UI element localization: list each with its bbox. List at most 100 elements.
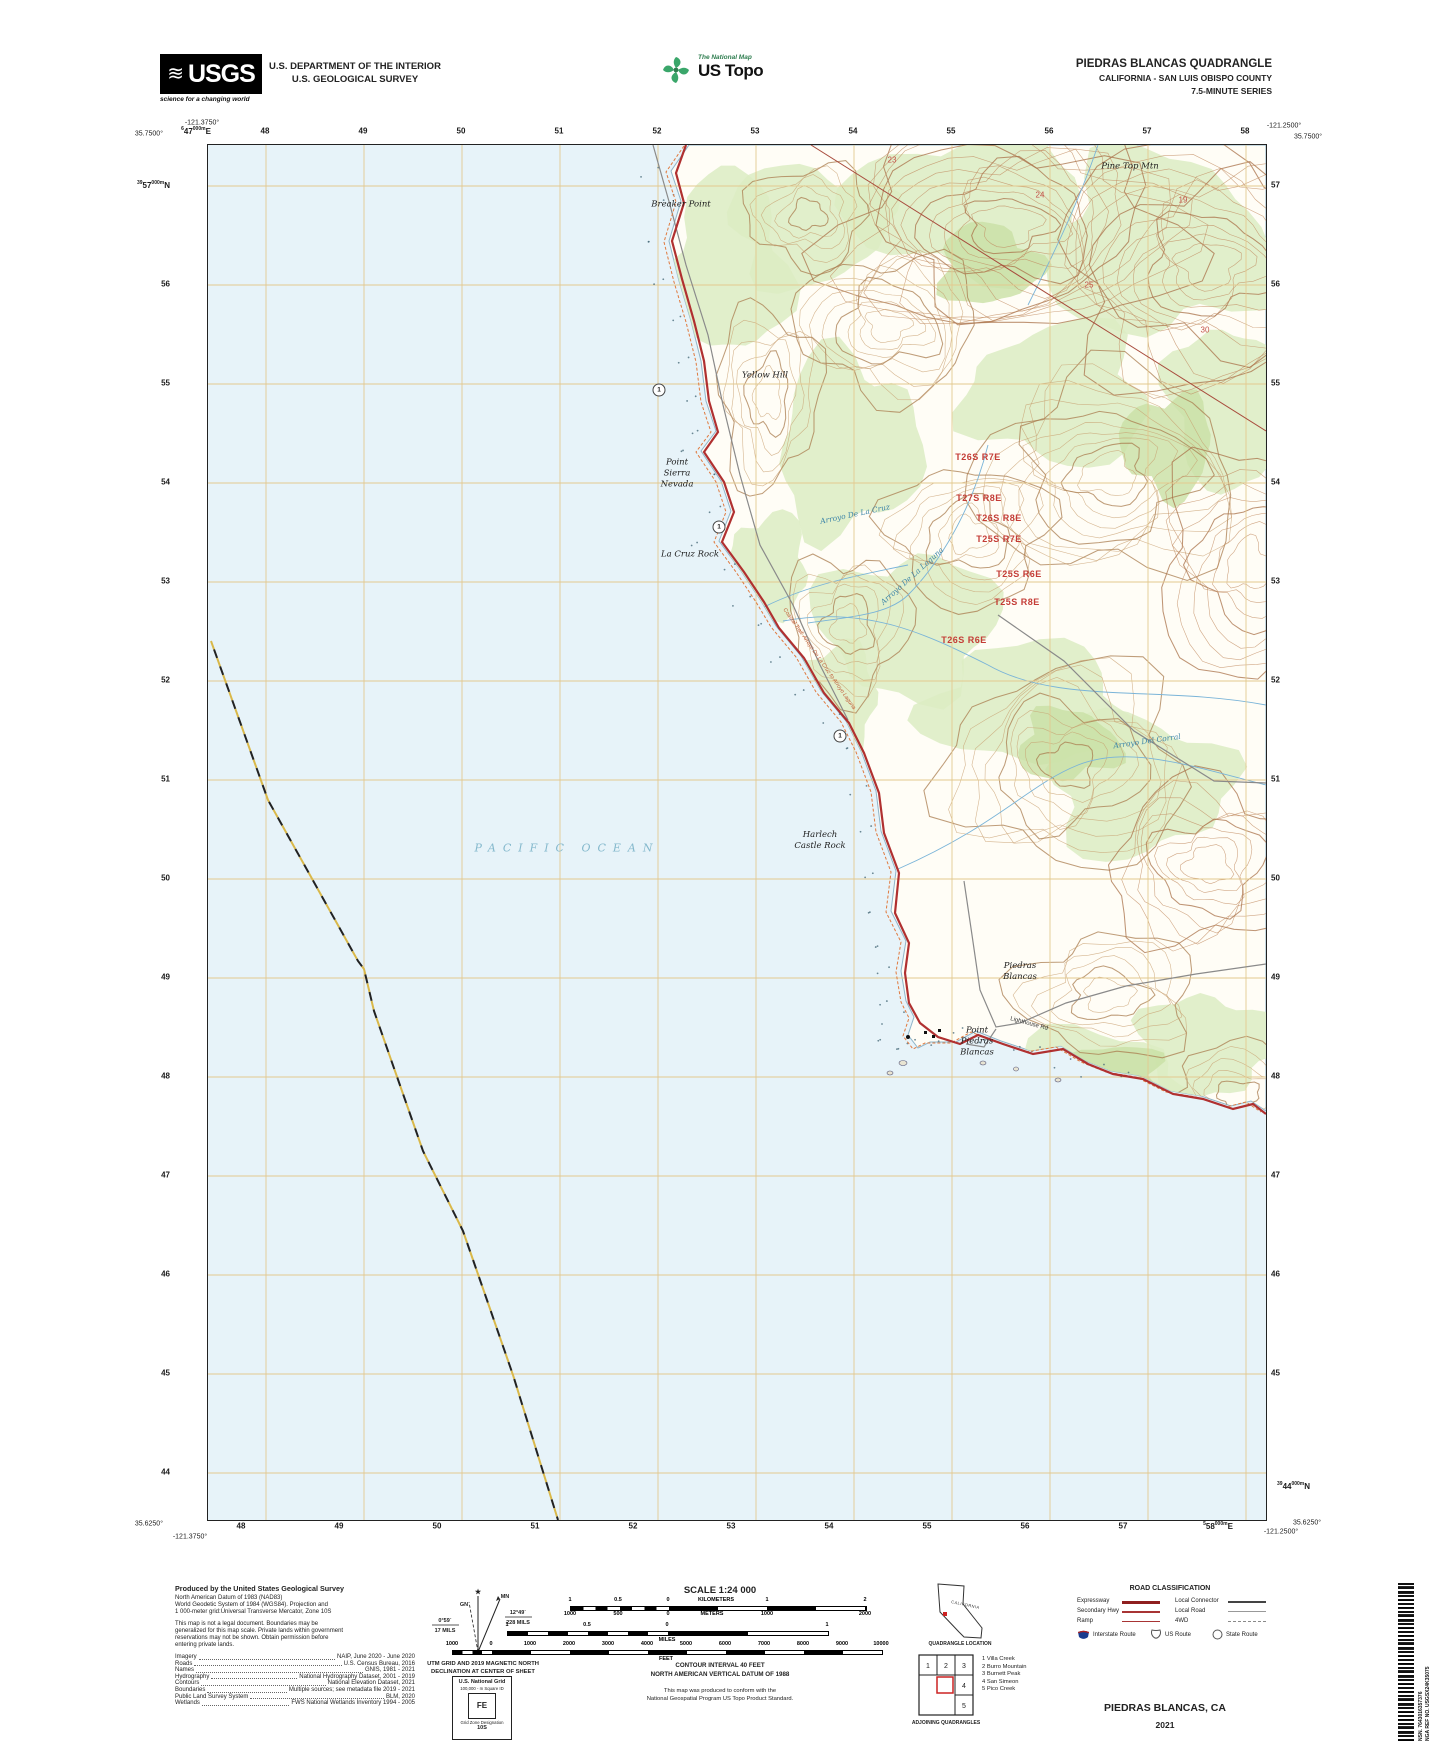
scale-label: MILES [658,1637,676,1643]
usng-zone-label: Grid Zone Designation [460,1720,504,1725]
grid-number: 49 [334,1521,344,1531]
grid-number: 51 [161,774,170,784]
sheet-name: PIEDRAS BLANCAS, CA [1104,1702,1226,1714]
us-route-shield-icon [1151,1629,1161,1639]
grid-number: 52 [652,126,662,136]
grid-number: 53 [750,126,760,136]
grid-number: 57 [1118,1521,1128,1531]
corner-lon-tl: -121.3750° [184,119,220,127]
usng-box: U.S. National Grid 100,000 - m Square ID… [452,1676,512,1740]
grid-number: 54 [824,1521,834,1531]
credit-row: Boundaries Multiple sources; see metadata… [175,1686,415,1693]
topo-map-graphic [208,145,1266,1520]
scale-label: 1 [825,1622,829,1628]
scale-label: 0 [665,1622,669,1628]
data-credits: Imagery NAIP, June 2020 - June 2020 Roads U… [175,1654,415,1707]
us-route-item: US Route [1150,1629,1191,1640]
scale-label: 7000 [757,1641,771,1647]
credit-row: Public Land Survey System BLM, 2020 [175,1693,415,1700]
grid-number: 49 [1271,972,1280,982]
declination-diagram: ★ GN MN 0°59´ 17 MILS 12°49´ 228 MILS [432,1588,532,1653]
road-legend-row: Expressway Local Connector [0,1597,1445,1607]
corner-lon-br: -121.2500° [1263,1528,1299,1536]
credit-row: Wetlands FWS National Wetlands Inventory … [175,1700,415,1707]
scale-label: 1000 [760,1611,774,1617]
grid-number: 54 [1271,477,1280,487]
credit-row: Hydrography National Hydrography Dataset,… [175,1673,415,1680]
grid-number: 46 [161,1269,170,1279]
grid-easting-first: 647000mE [181,126,211,136]
scale-label: 1 [765,1597,769,1603]
grid-number: 48 [1271,1071,1280,1081]
state-locator-map: CALIFORNIA [937,1583,983,1639]
us-topo-label: US Topo [698,61,764,80]
department-heading: U.S. DEPARTMENT OF THE INTERIOR U.S. GEO… [240,60,470,86]
credit-row: Roads U.S. Census Bureau, 2016 [175,1660,415,1667]
scale-label: 1000 [563,1611,577,1617]
grid-number: 52 [161,675,170,685]
scale-bar [507,1631,829,1636]
adjoining-quad-name: 4 San Simeon [982,1678,1019,1685]
grid-number: 54 [848,126,858,136]
grid-number: 46 [1271,1269,1280,1279]
grid-number: 57 [1271,180,1280,190]
scale-label: 8000 [796,1641,810,1647]
contour-interval-caption: CONTOUR INTERVAL 40 FEET NORTH AMERICAN … [650,1662,790,1678]
grid-number: 56 [161,279,170,289]
grid-number: 51 [554,126,564,136]
scale-label: 4000 [640,1641,654,1647]
producer-title: Produced by the United States Geological… [175,1584,344,1593]
scale-label: 1 [505,1622,509,1628]
usng-subtitle: 100,000 - m Square ID [460,1686,504,1691]
grid-number: 44 [161,1467,170,1477]
us-topo-icon [663,57,689,83]
usgs-logo: ≋ USGS [160,54,262,94]
grid-number: 51 [1271,774,1280,784]
mn-degrees: 12°49´ [510,1610,526,1616]
scale-label: 2000 [562,1641,576,1647]
grid-number: 52 [628,1521,638,1531]
national-map-logo: The National Map US Topo [660,54,764,86]
road-classification-title: ROAD CLASSIFICATION [1129,1585,1211,1592]
corner-lat-tl: 35.7500° [134,130,163,138]
adjoining-quadrangles-list: 1 Villa Creek 2 Burro Mountain 3 Burnett P… [982,1656,1026,1694]
grid-number: 48 [260,126,270,136]
usng-zone-value: 10S [477,1725,487,1731]
state-route-item: State Route [1212,1629,1258,1640]
adjoining-cell-2: 2 [944,1663,948,1670]
state-route-circle-icon [1212,1629,1223,1640]
grid-number: 53 [1271,576,1280,586]
grid-number: 49 [358,126,368,136]
national-map-label: The National Map [698,54,752,61]
grid-number: 50 [161,873,170,883]
state-name: CALIFORNIA [951,1599,980,1610]
grid-number: 50 [432,1521,442,1531]
grid-number: 47 [1271,1170,1280,1180]
adjoining-cell-5: 5 [962,1703,966,1710]
scale-label: 5000 [679,1641,693,1647]
grid-number: 56 [1271,279,1280,289]
adjoining-cell-3: 3 [962,1663,966,1670]
adjoining-quad-name: 5 Pico Creek [982,1686,1016,1693]
barcode-nsn: NSN. 7643016357376 [1418,1691,1424,1742]
corner-lat-br: 35.6250° [1292,1519,1322,1527]
barcode-nga-ref: NGA REF NO. USGSX24K35075 [1425,1666,1431,1741]
grid-number: 53 [161,576,170,586]
grid-number: 48 [161,1071,170,1081]
sheet-title-block: PIEDRAS BLANCAS QUADRANGLE CALIFORNIA - … [1012,58,1272,96]
quadrangle-location-caption: QUADRANGLE LOCATION [928,1641,992,1647]
adjoining-cell-1: 1 [926,1663,930,1670]
scale-label: 0.5 [614,1597,622,1603]
grid-northing-last: 3944000mN [1277,1481,1311,1491]
grid-number: 50 [1271,873,1280,883]
grid-number: 47 [161,1170,170,1180]
grid-northing-first: 3957000mN [136,180,170,190]
grid-number: 52 [1271,675,1280,685]
map-canvas[interactable] [207,144,1267,1521]
grid-number: 45 [161,1368,170,1378]
scale-label: 9000 [835,1641,849,1647]
scale-label: KILOMETERS [697,1597,735,1603]
grid-number: 56 [1020,1521,1030,1531]
adjoining-quad-name: 3 Burnett Peak [982,1671,1021,1678]
